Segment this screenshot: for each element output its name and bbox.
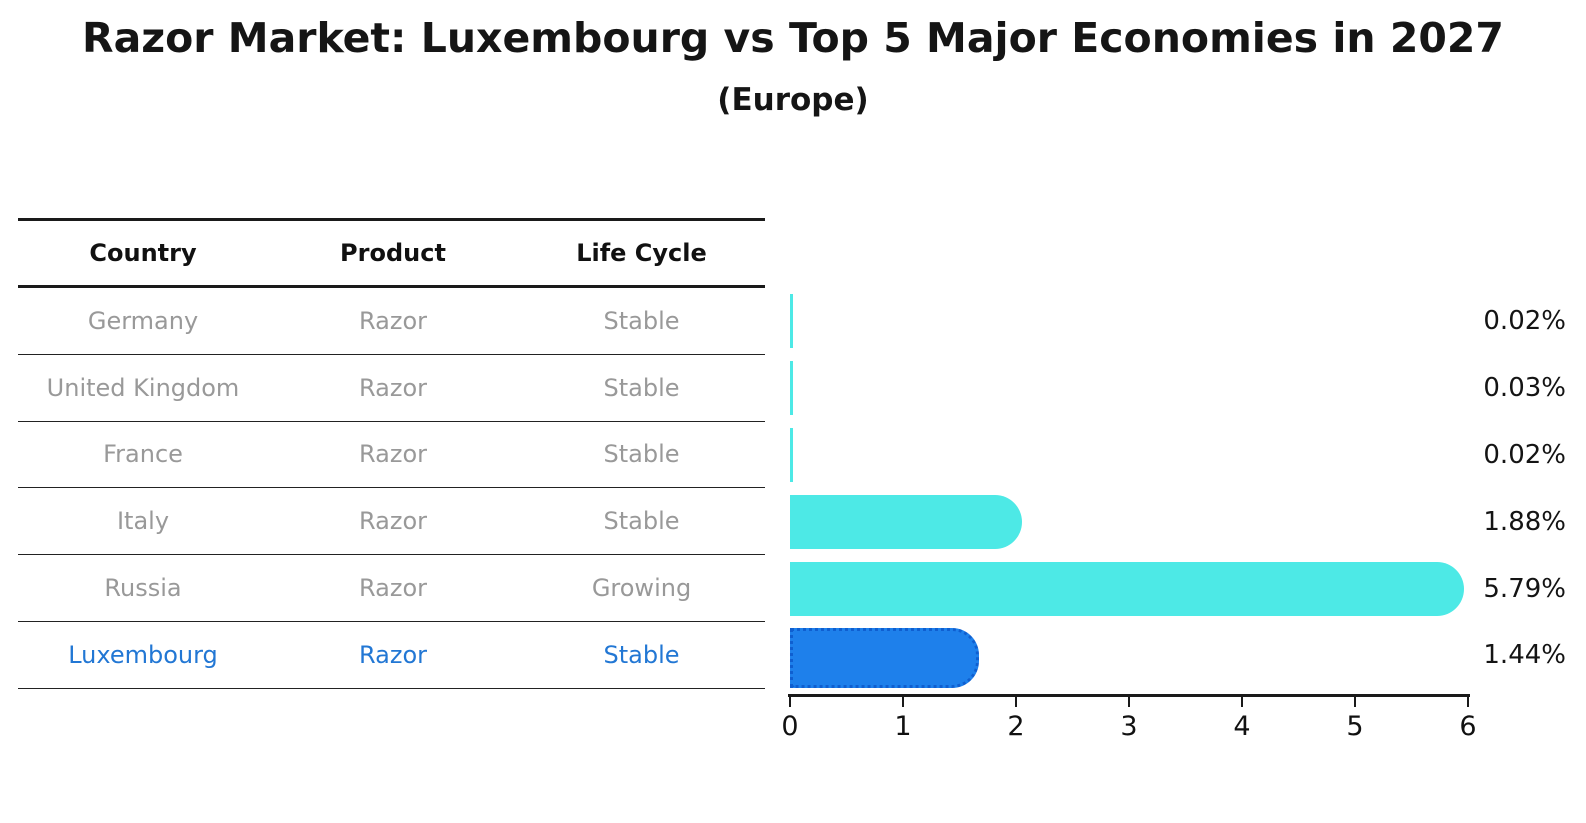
- x-axis-tick: [788, 697, 792, 707]
- x-axis-tick: [1466, 697, 1470, 707]
- x-axis-tick-label: 3: [1120, 711, 1138, 742]
- cell-lifecycle: Stable: [603, 440, 680, 469]
- table-row-italy: Italy Razor Stable: [18, 488, 765, 556]
- cell-product: Razor: [358, 574, 427, 603]
- x-axis-tick-label: 4: [1233, 711, 1251, 742]
- table-header-row: Country Product Life Cycle: [18, 221, 765, 288]
- table-row-france: France Razor Stable: [18, 422, 765, 489]
- cell-product: Razor: [358, 306, 427, 335]
- table-row-russia: Russia Razor Growing: [18, 555, 765, 622]
- bar-luxembourg: [790, 628, 979, 689]
- x-axis-line: [788, 694, 1470, 697]
- cell-product: Razor: [358, 440, 427, 469]
- x-axis-tick-label: 6: [1459, 711, 1477, 742]
- col-header-product: Product: [340, 239, 446, 267]
- bar-france: [790, 428, 793, 482]
- x-axis-tick-label: 1: [894, 711, 912, 742]
- cell-product: Razor: [358, 640, 427, 669]
- x-axis-tick: [1353, 697, 1357, 707]
- cell-country: Luxembourg: [68, 640, 218, 669]
- value-label-france: 0.02%: [1483, 440, 1566, 470]
- cell-product: Razor: [358, 373, 427, 402]
- cell-country: United Kingdom: [46, 373, 240, 402]
- bar-united-kingdom: [790, 361, 794, 416]
- value-label-united-kingdom: 0.03%: [1483, 373, 1566, 404]
- x-axis-tick: [1240, 697, 1244, 707]
- cell-lifecycle: Stable: [603, 507, 680, 536]
- cell-lifecycle: Stable: [603, 373, 680, 402]
- value-label-luxembourg: 1.44%: [1483, 640, 1566, 671]
- x-axis-tick-label: 2: [1007, 711, 1025, 742]
- cell-country: France: [103, 440, 183, 469]
- cell-country: Germany: [87, 306, 199, 335]
- x-axis-tick: [1127, 697, 1131, 707]
- col-header-lifecycle: Life Cycle: [576, 239, 707, 267]
- chart-subtitle: (Europe): [717, 82, 869, 118]
- bar-russia: [790, 561, 1465, 616]
- x-axis-tick-label: 5: [1346, 711, 1364, 742]
- value-label-germany: 0.02%: [1483, 306, 1566, 337]
- cell-country: Russia: [104, 574, 182, 603]
- table-row-germany: Germany Razor Stable: [18, 288, 765, 355]
- country-table: Country Product Life Cycle Germany Razor…: [18, 218, 765, 689]
- cell-country: Italy: [116, 507, 170, 536]
- cell-lifecycle: Growing: [591, 574, 692, 603]
- col-header-country: Country: [89, 239, 197, 267]
- x-axis-tick: [901, 697, 905, 707]
- bar-italy: [790, 494, 1023, 549]
- value-label-italy: 1.88%: [1483, 506, 1566, 537]
- x-axis-tick: [1014, 697, 1018, 707]
- value-label-russia: 5.79%: [1483, 573, 1566, 604]
- chart-title: Razor Market: Luxembourg vs Top 5 Major …: [82, 14, 1504, 62]
- bar-germany: [790, 294, 793, 349]
- table-row-luxembourg-highlighted: Luxembourg Razor Stable: [18, 622, 765, 689]
- table-row-united-kingdom: United Kingdom Razor Stable: [18, 355, 765, 422]
- x-axis-tick-label: 0: [781, 711, 799, 742]
- cell-product: Razor: [358, 507, 427, 536]
- cell-lifecycle: Stable: [603, 640, 680, 669]
- cell-lifecycle: Stable: [603, 306, 680, 335]
